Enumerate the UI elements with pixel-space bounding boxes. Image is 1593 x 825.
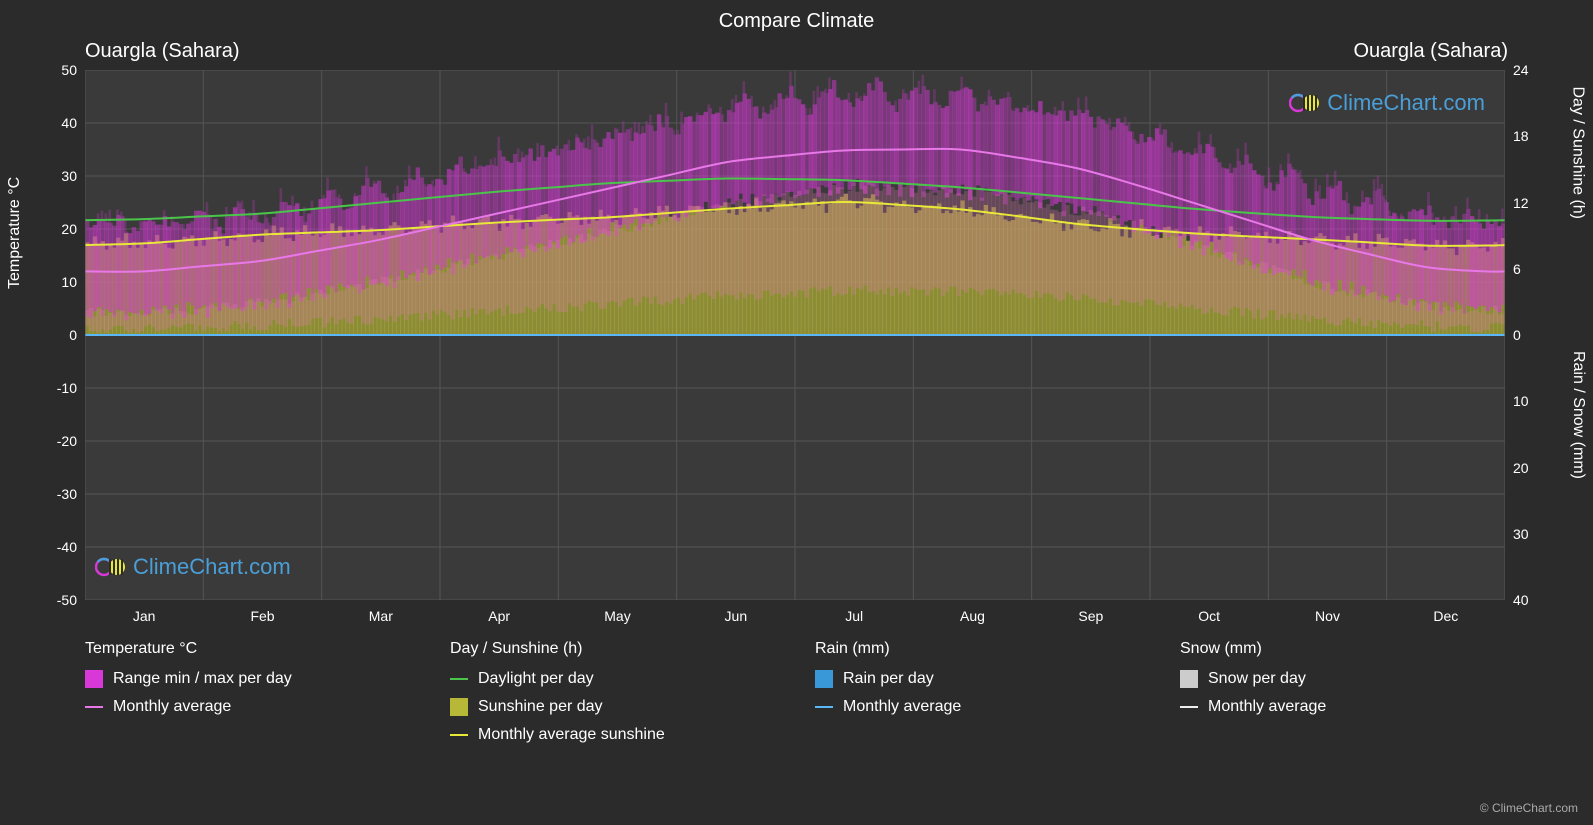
watermark-logo-icon [95, 556, 127, 578]
y-tick-right: 40 [1513, 592, 1529, 608]
y-tick-right: 24 [1513, 62, 1529, 78]
y-tick-right: 20 [1513, 460, 1529, 476]
legend-header: Day / Sunshine (h) [450, 640, 775, 658]
legend-label: Rain per day [843, 670, 934, 688]
x-tick: Sep [1078, 608, 1103, 624]
legend-label: Monthly average [843, 698, 961, 716]
legend-header: Rain (mm) [815, 640, 1140, 658]
location-label-right: Ouargla (Sahara) [1353, 40, 1508, 63]
x-tick: Dec [1433, 608, 1458, 624]
legend-swatch [450, 678, 468, 680]
legend-col-rain: Rain (mm) Rain per day Monthly average [815, 640, 1140, 754]
y-tick-left: 50 [61, 62, 77, 78]
legend-label: Snow per day [1208, 670, 1306, 688]
climate-chart: Compare Climate Ouargla (Sahara) Ouargla… [0, 0, 1593, 825]
y-tick-left: -10 [57, 380, 77, 396]
y-tick-left: -30 [57, 486, 77, 502]
watermark-bottom: ClimeChart.com [95, 554, 291, 580]
y-tick-right: 30 [1513, 526, 1529, 542]
legend-swatch [450, 698, 468, 716]
x-tick: Feb [250, 608, 274, 624]
legend-swatch [815, 670, 833, 688]
legend-label: Daylight per day [478, 670, 594, 688]
plot-svg [85, 70, 1505, 600]
legend-item: Snow per day [1180, 670, 1505, 688]
watermark-text: ClimeChart.com [133, 554, 291, 580]
legend-label: Sunshine per day [478, 698, 603, 716]
y-tick-right: 12 [1513, 195, 1529, 211]
y-tick-right: 18 [1513, 128, 1529, 144]
legend-item: Monthly average sunshine [450, 726, 775, 744]
legend-label: Monthly average [113, 698, 231, 716]
watermark-text: ClimeChart.com [1327, 90, 1485, 116]
y-axis-right-top-label: Day / Sunshine (h) [1569, 86, 1587, 219]
legend-swatch [85, 670, 103, 688]
y-tick-left: 10 [61, 274, 77, 290]
watermark-logo-icon [1289, 92, 1321, 114]
y-tick-right: 0 [1513, 327, 1521, 343]
x-tick: Nov [1315, 608, 1340, 624]
y-tick-left: 30 [61, 168, 77, 184]
y-tick-left: 40 [61, 115, 77, 131]
legend-item: Range min / max per day [85, 670, 410, 688]
legend-item: Daylight per day [450, 670, 775, 688]
legend-swatch [450, 734, 468, 736]
x-tick: Jun [725, 608, 748, 624]
legend-item: Rain per day [815, 670, 1140, 688]
legend-col-daysun: Day / Sunshine (h) Daylight per day Sunsh… [450, 640, 775, 754]
y-tick-right: 10 [1513, 393, 1529, 409]
legend-swatch [1180, 670, 1198, 688]
y-tick-right: 6 [1513, 261, 1521, 277]
x-tick: Mar [369, 608, 393, 624]
legend-label: Range min / max per day [113, 670, 292, 688]
legend-swatch [1180, 706, 1198, 708]
x-tick: May [604, 608, 630, 624]
legend-item: Monthly average [85, 698, 410, 716]
x-tick: Oct [1198, 608, 1220, 624]
legend-label: Monthly average [1208, 698, 1326, 716]
legend-header: Temperature °C [85, 640, 410, 658]
y-axis-left-label: Temperature °C [6, 177, 24, 289]
legend-col-snow: Snow (mm) Snow per day Monthly average [1180, 640, 1505, 754]
x-tick: Aug [960, 608, 985, 624]
y-tick-left: 20 [61, 221, 77, 237]
legend-swatch [85, 706, 103, 708]
legend-label: Monthly average sunshine [478, 726, 665, 744]
legend-item: Monthly average [1180, 698, 1505, 716]
x-tick: Jul [845, 608, 863, 624]
chart-title: Compare Climate [0, 0, 1593, 33]
y-tick-left: 0 [69, 327, 77, 343]
x-tick: Jan [133, 608, 156, 624]
y-tick-left: -20 [57, 433, 77, 449]
watermark-top: ClimeChart.com [1289, 90, 1485, 116]
x-tick: Apr [488, 608, 510, 624]
legend-item: Sunshine per day [450, 698, 775, 716]
legend-header: Snow (mm) [1180, 640, 1505, 658]
legend-swatch [815, 706, 833, 708]
location-label-left: Ouargla (Sahara) [85, 40, 240, 63]
y-axis-right-bot-label: Rain / Snow (mm) [1569, 351, 1587, 479]
plot-area: 50403020100-10-20-30-40-50 2418126010203… [85, 70, 1505, 600]
legend-item: Monthly average [815, 698, 1140, 716]
copyright: © ClimeChart.com [1480, 801, 1578, 815]
y-tick-left: -50 [57, 592, 77, 608]
legend-col-temperature: Temperature °C Range min / max per day Mo… [85, 640, 410, 754]
legend: Temperature °C Range min / max per day Mo… [85, 640, 1505, 754]
y-tick-left: -40 [57, 539, 77, 555]
